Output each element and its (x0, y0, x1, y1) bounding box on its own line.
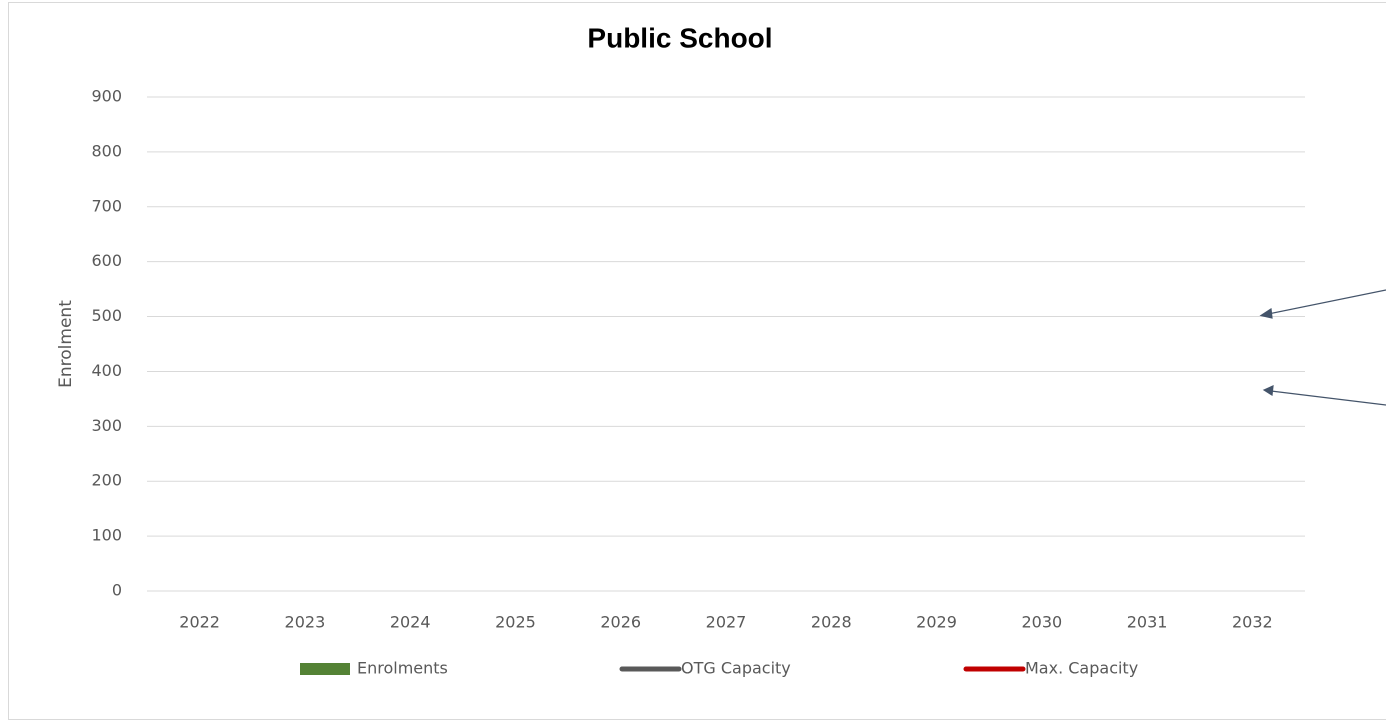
y-tick-label: 600 (91, 251, 122, 270)
y-axis-label: Enrolment (56, 300, 76, 388)
y-tick-label: 300 (91, 416, 122, 435)
x-tick-label: 2031 (1127, 613, 1168, 632)
y-tick-label: 100 (91, 526, 122, 545)
y-tick-label: 900 (91, 87, 122, 106)
y-tick-label: 800 (91, 141, 122, 160)
y-tick-label: 700 (91, 196, 122, 215)
y-tick-label: 500 (91, 306, 122, 325)
x-tick-label: 2030 (1021, 613, 1062, 632)
x-tick-label: 2025 (495, 613, 536, 632)
x-tick-label: 2027 (706, 613, 747, 632)
chart-border (8, 2, 1386, 720)
legend-label: OTG Capacity (681, 659, 791, 678)
legend-label: Enrolments (357, 659, 448, 678)
legend-swatch (300, 663, 350, 675)
y-tick-label: 0 (112, 581, 122, 600)
x-tick-label: 2026 (600, 613, 641, 632)
plot-area: 0 100 200 300 400 500 600 700 800 900 2022 2023 2024… (91, 87, 1305, 678)
y-tick-label: 200 (91, 471, 122, 490)
chart-title: Public School (587, 22, 772, 53)
x-tick-label: 2029 (916, 613, 957, 632)
annotation-arrows (1259, 289, 1386, 406)
x-tick-label: 2024 (390, 613, 431, 632)
legend-label: Max. Capacity (1025, 659, 1138, 678)
x-tick-label: 2023 (285, 613, 326, 632)
x-tick-label: 2032 (1232, 613, 1273, 632)
x-tick-label: 2022 (179, 613, 220, 632)
x-tick-label: 2028 (811, 613, 852, 632)
y-tick-label: 400 (91, 361, 122, 380)
